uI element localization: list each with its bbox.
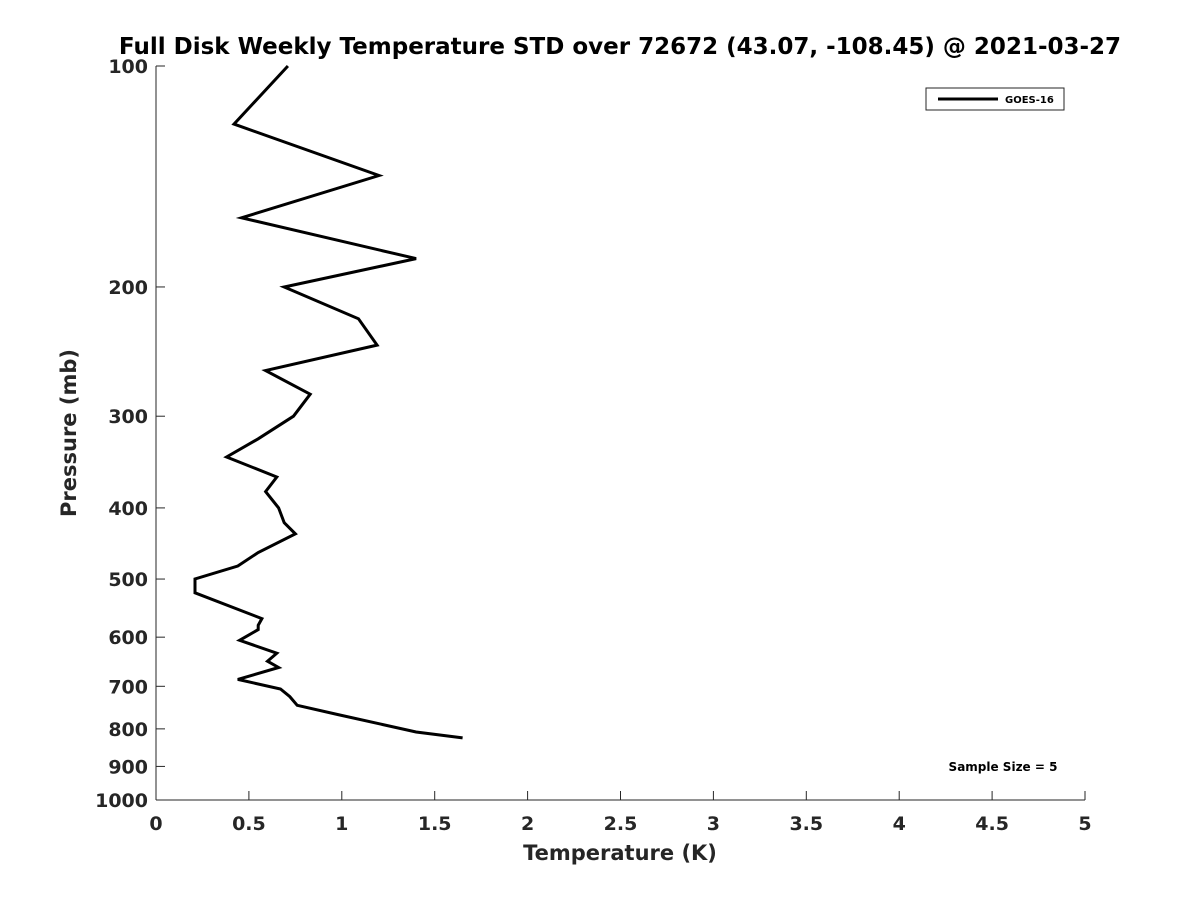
chart-title: Full Disk Weekly Temperature STD over 72… bbox=[119, 34, 1121, 60]
y-tick-label: 500 bbox=[108, 569, 148, 591]
x-axis-ticks: 0 0.5 1 1.5 2 2.5 3 3.5 4 4.5 5 bbox=[149, 791, 1092, 835]
x-tick-label: 0.5 bbox=[232, 813, 266, 835]
y-axis-ticks: 100 200 300 400 500 600 700 800 900 1000 bbox=[95, 56, 165, 812]
y-tick-label: 300 bbox=[108, 406, 148, 428]
x-axis-label: Temperature (K) bbox=[523, 841, 717, 865]
x-tick-label: 4.5 bbox=[975, 813, 1009, 835]
y-tick-label: 600 bbox=[108, 627, 148, 649]
y-tick-label: 900 bbox=[108, 756, 148, 778]
y-tick-label: 800 bbox=[108, 719, 148, 741]
series-line-goes-16 bbox=[193, 64, 463, 740]
y-tick-label: 200 bbox=[108, 277, 148, 299]
sample-size-annotation: Sample Size = 5 bbox=[949, 760, 1058, 774]
x-tick-label: 2 bbox=[521, 813, 534, 835]
y-tick-label: 100 bbox=[108, 56, 148, 78]
y-tick-label: 1000 bbox=[95, 790, 148, 812]
x-tick-label: 1.5 bbox=[418, 813, 452, 835]
x-tick-label: 5 bbox=[1078, 813, 1091, 835]
y-axis-label: Pressure (mb) bbox=[57, 349, 81, 517]
legend: GOES-16 bbox=[925, 87, 1065, 111]
x-tick-label: 0 bbox=[149, 813, 162, 835]
y-tick-label: 400 bbox=[108, 498, 148, 520]
y-tick-label: 700 bbox=[108, 676, 148, 698]
x-tick-label: 4 bbox=[893, 813, 906, 835]
x-tick-label: 3.5 bbox=[789, 813, 823, 835]
legend-label-goes-16: GOES-16 bbox=[1005, 95, 1054, 106]
x-tick-label: 2.5 bbox=[604, 813, 638, 835]
x-tick-label: 3 bbox=[707, 813, 720, 835]
x-tick-label: 1 bbox=[335, 813, 348, 835]
